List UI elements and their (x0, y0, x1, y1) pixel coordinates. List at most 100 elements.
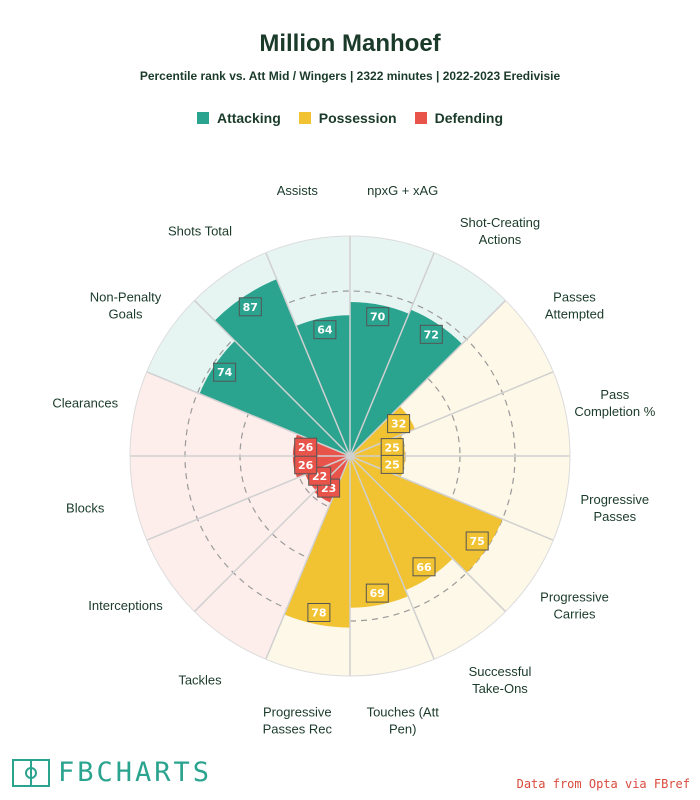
category-label-npxg-xag: npxG + xAG (367, 183, 438, 198)
spokes (129, 235, 571, 677)
value-box-clearances: 26 (294, 437, 318, 457)
category-label-line: Pass (600, 387, 629, 402)
spoke-15 (265, 252, 351, 457)
value-box-bg (365, 583, 389, 603)
value-label-blocks: 26 (298, 459, 314, 472)
value-label-progressive-passes-rec: 78 (311, 607, 326, 620)
value-box-bg (419, 324, 443, 344)
category-label-line: Carries (554, 607, 596, 622)
category-label-line: Interceptions (88, 598, 163, 613)
category-label-line: Tackles (178, 673, 222, 688)
chart-title: Million Manhoef (259, 30, 441, 57)
value-box-progressive-passes-rec: 78 (307, 603, 331, 622)
legend-label-possession: Possession (318, 110, 397, 126)
pitch-icon (12, 758, 50, 787)
bar-npxg-xag (350, 302, 409, 456)
category-label-pass-completion: Pass Completion % (574, 387, 655, 419)
value-box-pass-completion: 25 (380, 438, 404, 458)
category-label-touches-att-pen: Touches (Att Pen) (367, 704, 440, 736)
value-box-bg (465, 531, 489, 551)
category-label-line: Clearances (52, 395, 118, 410)
category-label-progressive-passes: Progressive Passes (580, 492, 649, 524)
bar-progressive-carries (350, 456, 503, 573)
fbcharts-logo: FBCHARTS (12, 757, 212, 788)
bar-shot-creating-actions (350, 309, 463, 456)
legend-item-possession: Possession (298, 110, 397, 126)
value-label-progressive-passes: 25 (385, 458, 400, 471)
category-label-shots-total: Shots Total (168, 224, 232, 239)
value-label-npxg-xag: 70 (370, 311, 386, 324)
category-label-progressive-passes-rec: Progressive Passes Rec (263, 704, 333, 736)
category-label-line: Shots Total (168, 224, 232, 239)
value-box-bg (238, 297, 262, 317)
category-label-line: Passes (553, 290, 596, 305)
category-label-line: Take-Ons (472, 681, 528, 696)
bar-successful-take-ons (350, 456, 453, 591)
spoke-7 (349, 455, 435, 660)
value-label-touches-att-pen: 69 (370, 587, 385, 600)
value-box-bg (380, 454, 404, 474)
value-label-assists: 64 (317, 324, 333, 337)
category-label-shot-creating-actions: Shot-Creating Actions (460, 215, 540, 247)
legend-item-attacking: Attacking (196, 110, 281, 126)
bg-wedge-pass-completion (350, 371, 570, 456)
value-box-progressive-carries: 75 (465, 531, 489, 551)
legend: Attacking Possession Defending (0, 110, 700, 126)
category-label-line: Touches (Att (367, 704, 440, 719)
bar-progressive-passes-rec (284, 456, 350, 628)
value-box-shot-creating-actions: 72 (419, 324, 443, 344)
bg-wedge-progressive-passes (350, 456, 570, 541)
spoke-2 (349, 299, 507, 457)
value-box-bg (294, 437, 318, 457)
bg-wedge-clearances (130, 371, 350, 456)
outer-ring (129, 235, 571, 677)
value-box-bg (213, 362, 237, 382)
chart-subtitle: Percentile rank vs. Att Mid / Wingers | … (139, 69, 561, 83)
category-label-line: Passes (593, 509, 636, 524)
category-label-line: Attempted (545, 307, 604, 322)
category-label-tackles: Tackles (178, 673, 222, 688)
spoke-6 (349, 455, 507, 613)
legend-swatch-defending (414, 112, 427, 124)
category-label-line: Passes Rec (263, 721, 333, 736)
data-credit: Data from Opta via FBref (516, 777, 690, 791)
value-box-blocks: 26 (294, 455, 318, 475)
category-label-line: npxG + xAG (367, 183, 438, 198)
value-box-bg (313, 320, 337, 340)
category-label-assists: Assists (277, 183, 319, 198)
category-label-line: Progressive (580, 492, 649, 507)
category-label-line: Goals (109, 307, 143, 322)
value-box-bg (412, 557, 436, 577)
bar-shots-total (214, 279, 350, 456)
bar-assists (296, 315, 350, 456)
legend-swatch-possession (298, 112, 311, 124)
value-box-bg (387, 414, 411, 434)
value-wedges (199, 279, 503, 628)
value-label-shots-total: 87 (243, 301, 258, 314)
spoke-14 (193, 299, 351, 457)
legend-label-defending: Defending (434, 110, 504, 126)
value-box-bg (366, 307, 390, 327)
value-label-passes-attempted: 32 (391, 418, 406, 431)
bg-wedge-tackles (194, 456, 350, 660)
value-label-shot-creating-actions: 72 (424, 328, 439, 341)
bg-wedge-interceptions (146, 456, 350, 612)
bg-wedge-blocks (130, 456, 350, 541)
category-label-interceptions: Interceptions (88, 598, 163, 613)
value-box-passes-attempted: 32 (387, 414, 411, 434)
spoke-1 (349, 252, 435, 457)
category-label-successful-take-ons: Successful Take-Ons (469, 664, 532, 696)
value-label-clearances: 26 (298, 441, 314, 454)
category-label-line: Actions (479, 232, 522, 247)
logo-text: FBCHARTS (58, 757, 213, 788)
category-label-line: Progressive (540, 590, 609, 605)
category-label-clearances: Clearances (52, 395, 118, 410)
value-box-assists: 64 (313, 320, 337, 340)
value-box-successful-take-ons: 66 (412, 557, 436, 577)
value-label-non-penalty-goals: 74 (217, 366, 233, 379)
category-label-line: Blocks (66, 501, 105, 516)
value-box-npxg-xag: 70 (366, 307, 390, 327)
value-label-progressive-carries: 75 (470, 535, 485, 548)
